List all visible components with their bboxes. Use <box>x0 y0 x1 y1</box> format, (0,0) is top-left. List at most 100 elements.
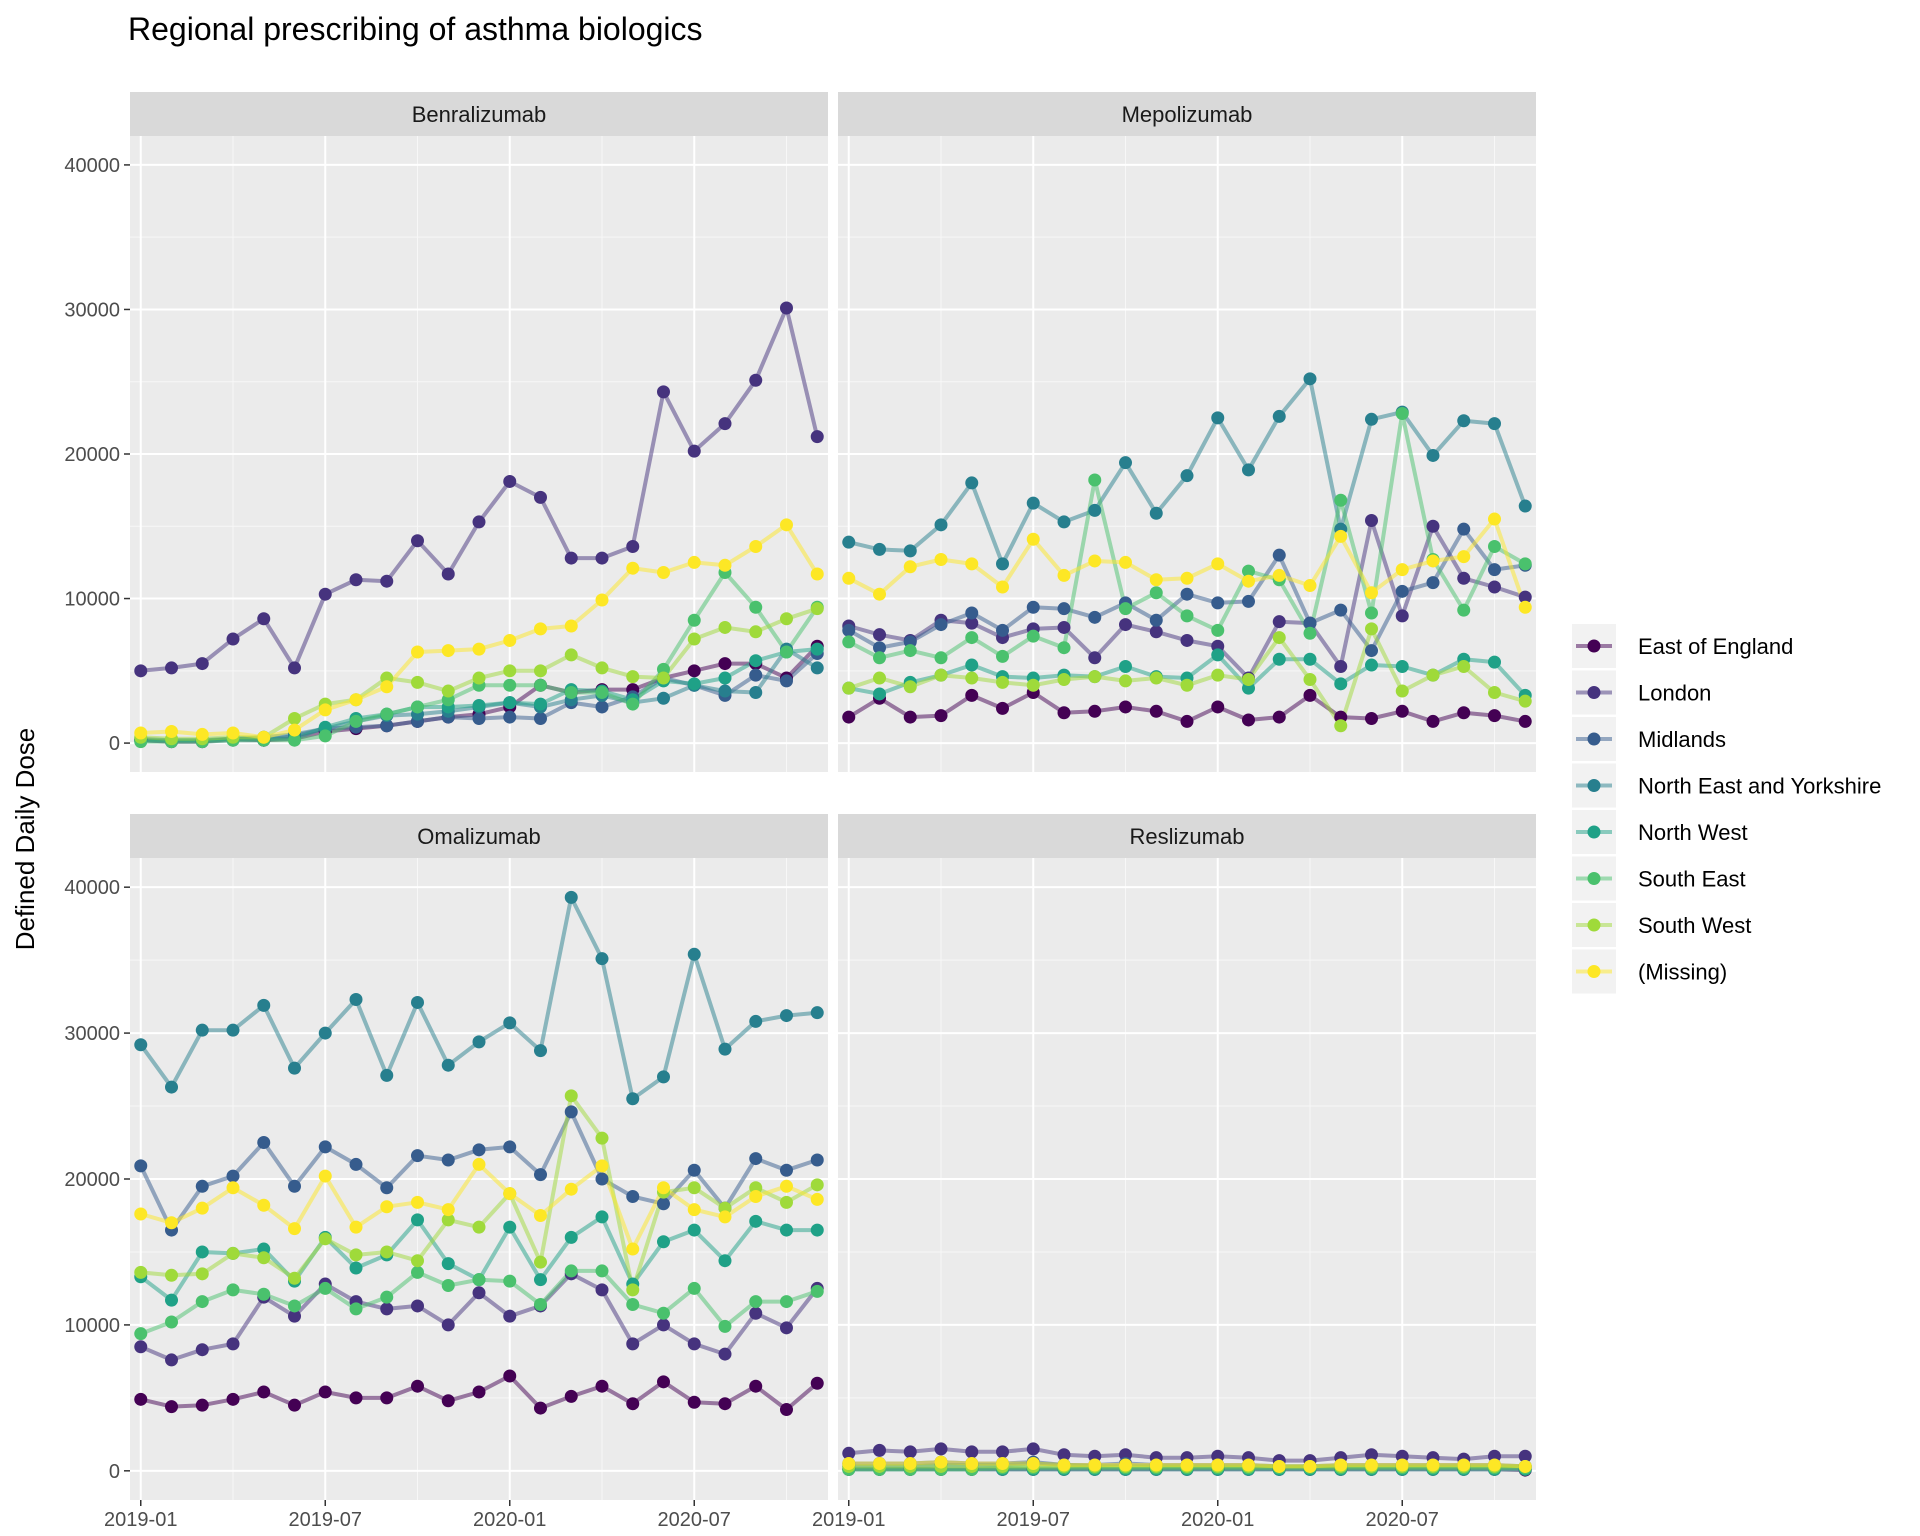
data-point-south-west <box>1180 678 1194 692</box>
data-point-north-west <box>411 1213 425 1227</box>
data-point-south-east <box>533 1297 547 1311</box>
data-point-south-west <box>1241 672 1255 686</box>
data-point-south-east <box>1026 629 1040 643</box>
data-point-south-east <box>687 613 701 627</box>
y-tick-label: 0 <box>109 733 120 755</box>
data-point-midlands <box>1026 600 1040 614</box>
data-point-east-of-england <box>656 1375 670 1389</box>
data-point-south-west <box>1364 622 1378 636</box>
data-point-missing <box>1426 554 1440 568</box>
data-point-midlands <box>1211 596 1225 610</box>
data-point-south-east <box>1119 602 1133 616</box>
data-point-north-east-and-yorkshire <box>1303 372 1317 386</box>
data-point-north-east-and-yorkshire <box>165 1080 179 1094</box>
data-point-london <box>318 587 332 601</box>
data-point-north-east-and-yorkshire <box>873 542 887 556</box>
data-point-south-east <box>1364 606 1378 620</box>
data-point-south-west <box>779 1195 793 1209</box>
data-point-north-west <box>810 642 824 656</box>
strip-background <box>130 92 828 136</box>
data-point-missing <box>1364 586 1378 600</box>
data-point-north-east-and-yorkshire <box>810 1006 824 1020</box>
data-point-south-west <box>626 670 640 684</box>
data-point-midlands <box>441 1153 455 1167</box>
y-tick-label: 30000 <box>64 1023 120 1045</box>
data-point-midlands <box>810 1153 824 1167</box>
data-point-north-west <box>472 699 486 713</box>
data-point-east-of-england <box>718 1397 732 1411</box>
data-point-south-east <box>1088 473 1102 487</box>
data-point-midlands <box>134 1159 148 1173</box>
data-point-south-east <box>842 635 856 649</box>
data-point-east-of-england <box>349 1391 363 1405</box>
data-point-london <box>1057 620 1071 634</box>
data-point-missing <box>564 1182 578 1196</box>
data-point-midlands <box>1395 584 1409 598</box>
data-point-missing <box>1395 563 1409 577</box>
data-point-south-east <box>1180 609 1194 623</box>
data-point-missing <box>349 693 363 707</box>
data-point-east-of-england <box>934 709 948 723</box>
data-point-south-west <box>1211 668 1225 682</box>
data-point-north-west <box>1211 648 1225 662</box>
data-point-south-east <box>687 1281 701 1295</box>
data-point-south-west <box>441 684 455 698</box>
y-tick-label: 10000 <box>64 1315 120 1337</box>
data-point-london <box>165 1353 179 1367</box>
data-point-south-east <box>1457 603 1471 617</box>
data-point-north-east-and-yorkshire <box>288 1061 302 1075</box>
data-point-south-west <box>1303 672 1317 686</box>
series-group <box>134 301 824 749</box>
data-point-north-west <box>687 677 701 691</box>
data-point-south-west <box>934 668 948 682</box>
data-point-north-east-and-yorkshire <box>1211 411 1225 425</box>
data-point-midlands <box>595 1172 609 1186</box>
data-point-london <box>134 1340 148 1354</box>
y-tick-label: 40000 <box>64 155 120 177</box>
data-point-south-east <box>749 1295 763 1309</box>
data-point-missing <box>749 1190 763 1204</box>
data-point-south-west <box>626 1283 640 1297</box>
legend-item-north-east-and-yorkshire: North East and Yorkshire <box>1572 763 1881 808</box>
data-point-east-of-england <box>810 1376 824 1390</box>
data-point-london <box>687 1337 701 1351</box>
data-point-missing <box>687 1203 701 1217</box>
data-point-missing <box>656 566 670 580</box>
data-point-east-of-england <box>288 1398 302 1412</box>
data-point-south-west <box>533 1255 547 1269</box>
data-point-south-west <box>656 671 670 685</box>
legend-key-point <box>1587 732 1601 746</box>
data-point-north-west <box>1334 677 1348 691</box>
data-point-london <box>1518 1449 1532 1463</box>
data-point-south-west <box>687 632 701 646</box>
data-point-south-west <box>779 612 793 626</box>
data-point-london <box>1272 615 1286 629</box>
data-point-east-of-england <box>441 1394 455 1408</box>
series-group <box>842 372 1532 733</box>
data-point-london <box>441 1318 455 1332</box>
data-point-missing <box>1303 579 1317 593</box>
data-point-london <box>779 1321 793 1335</box>
data-point-midlands <box>472 712 486 726</box>
data-point-london <box>873 1443 887 1457</box>
data-point-north-east-and-yorkshire <box>1487 417 1501 431</box>
data-point-north-east-and-yorkshire <box>842 535 856 549</box>
data-point-london <box>195 1343 209 1357</box>
data-point-north-east-and-yorkshire <box>1057 515 1071 529</box>
data-point-missing <box>288 1222 302 1236</box>
data-point-east-of-england <box>1303 688 1317 702</box>
data-point-south-east <box>380 1290 394 1304</box>
data-point-north-east-and-yorkshire <box>533 1044 547 1058</box>
data-point-north-east-and-yorkshire <box>134 1038 148 1052</box>
data-point-north-east-and-yorkshire <box>380 1068 394 1082</box>
data-point-midlands <box>749 668 763 682</box>
data-point-midlands <box>687 1163 701 1177</box>
data-point-missing <box>441 644 455 658</box>
data-point-midlands <box>595 700 609 714</box>
data-point-missing <box>626 561 640 575</box>
data-point-midlands <box>1149 613 1163 627</box>
data-point-london <box>380 574 394 588</box>
data-point-london <box>749 373 763 387</box>
legend-item-missing: (Missing) <box>1572 949 1727 994</box>
data-point-east-of-england <box>533 1401 547 1415</box>
